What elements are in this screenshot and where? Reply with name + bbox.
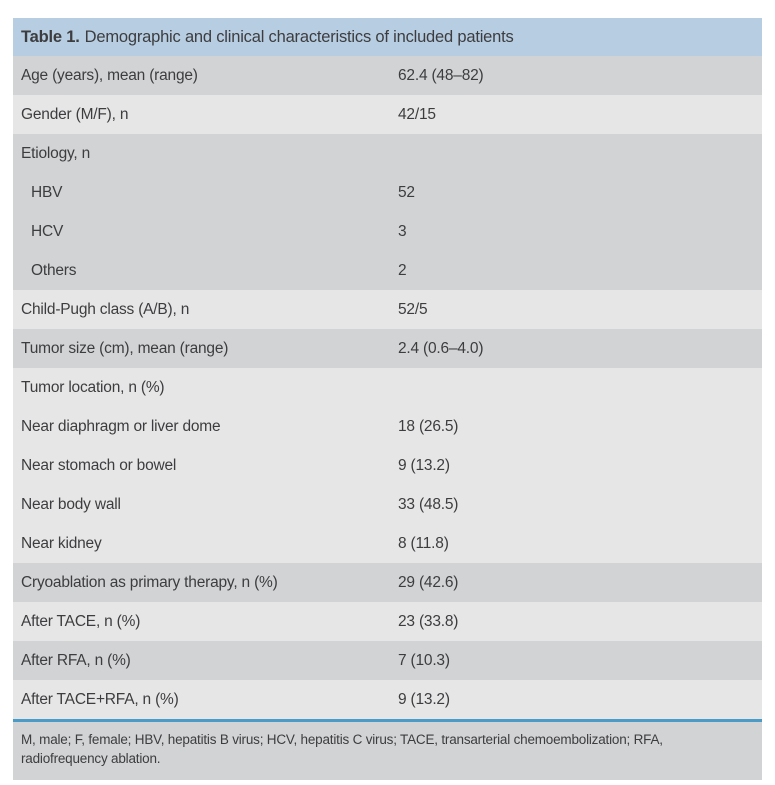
table-row: Tumor location, n (%) <box>13 368 762 407</box>
table-row: After TACE, n (%) 23 (33.8) <box>13 602 762 641</box>
table-title-bar: Table 1. Demographic and clinical charac… <box>13 18 762 56</box>
row-label: Near diaphragm or liver dome <box>21 417 221 435</box>
row-value: 29 (42.6) <box>398 573 459 591</box>
row-value: 2 <box>398 261 407 279</box>
row-value: 62.4 (48–82) <box>398 66 484 84</box>
row-label: After TACE+RFA, n (%) <box>21 690 179 708</box>
row-label: Child-Pugh class (A/B), n <box>21 300 190 318</box>
row-label: Tumor location, n (%) <box>21 378 165 396</box>
row-label: After RFA, n (%) <box>21 651 131 669</box>
row-value: 8 (11.8) <box>398 534 449 552</box>
table-row: Tumor size (cm), mean (range) 2.4 (0.6–4… <box>13 329 762 368</box>
row-label: Gender (M/F), n <box>21 105 129 123</box>
row-value: 7 (10.3) <box>398 651 450 669</box>
row-label: Near stomach or bowel <box>21 456 177 474</box>
table-row: After TACE+RFA, n (%) 9 (13.2) <box>13 680 762 719</box>
row-label: HBV <box>31 183 63 201</box>
row-value: 18 (26.5) <box>398 417 459 435</box>
row-label: Age (years), mean (range) <box>21 66 198 84</box>
row-label: HCV <box>31 222 64 240</box>
row-value: 42/15 <box>398 105 436 123</box>
row-label: Cryoablation as primary therapy, n (%) <box>21 573 278 591</box>
table-row: After RFA, n (%) 7 (10.3) <box>13 641 762 680</box>
table-number: Table 1. <box>21 27 80 46</box>
table-footnote: M, male; F, female; HBV, hepatitis B vir… <box>13 721 762 780</box>
row-label: Tumor size (cm), mean (range) <box>21 339 229 357</box>
table-row: Age (years), mean (range) 62.4 (48–82) <box>13 56 762 95</box>
row-label: Others <box>31 261 77 279</box>
table-body: Age (years), mean (range) 62.4 (48–82) G… <box>13 56 762 719</box>
row-label: After TACE, n (%) <box>21 612 141 630</box>
table-title: Demographic and clinical characteristics… <box>84 27 514 46</box>
demographics-table: Table 1. Demographic and clinical charac… <box>13 18 762 780</box>
table-row: Others 2 <box>13 251 762 290</box>
row-label: Near kidney <box>21 534 102 552</box>
row-value: 3 <box>398 222 407 240</box>
table-row: Near kidney 8 (11.8) <box>13 524 762 563</box>
row-label: Near body wall <box>21 495 121 513</box>
table-row: Near diaphragm or liver dome 18 (26.5) <box>13 407 762 446</box>
row-value: 9 (13.2) <box>398 690 450 708</box>
table-row: Etiology, n <box>13 134 762 173</box>
table-row: Child-Pugh class (A/B), n 52/5 <box>13 290 762 329</box>
row-value: 52 <box>398 183 415 201</box>
table-row: Cryoablation as primary therapy, n (%) 2… <box>13 563 762 602</box>
row-value: 2.4 (0.6–4.0) <box>398 339 484 357</box>
row-value: 52/5 <box>398 300 428 318</box>
row-value: 9 (13.2) <box>398 456 450 474</box>
footnote-divider-line <box>13 719 762 722</box>
row-value: 33 (48.5) <box>398 495 459 513</box>
table-row: Near stomach or bowel 9 (13.2) <box>13 446 762 485</box>
table-row: HBV 52 <box>13 173 762 212</box>
table-row: HCV 3 <box>13 212 762 251</box>
table-row: Near body wall 33 (48.5) <box>13 485 762 524</box>
row-label: Etiology, n <box>21 144 91 162</box>
row-value: 23 (33.8) <box>398 612 459 630</box>
table-row: Gender (M/F), n 42/15 <box>13 95 762 134</box>
